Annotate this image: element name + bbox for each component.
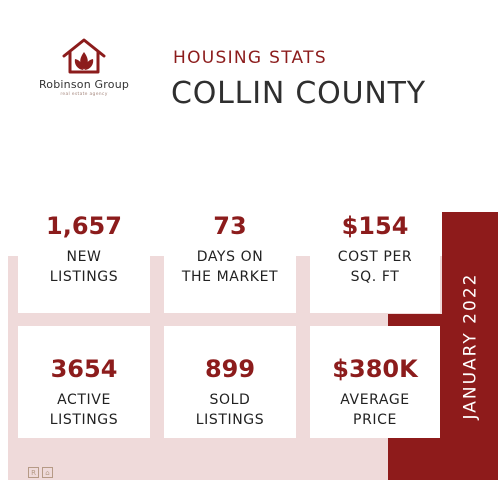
stat-card-average-price: $380K AVERAGE PRICE xyxy=(310,326,440,438)
stat-label-line1: ACTIVE xyxy=(57,392,111,408)
stat-label: NEW LISTINGS xyxy=(18,248,150,287)
stat-value: 3654 xyxy=(50,355,118,383)
stat-label-line2: SQ. FT xyxy=(350,268,400,285)
stat-label: DAYS ON THE MARKET xyxy=(164,248,296,287)
stat-card-new-listings: 1,657 NEW LISTINGS xyxy=(18,208,150,313)
footer-badges: R ⌂ xyxy=(28,467,53,478)
stat-label-line2: LISTINGS xyxy=(49,411,119,428)
page-subtitle: HOUSING STATS xyxy=(173,48,327,68)
stat-label-line1: COST PER xyxy=(337,249,413,265)
stat-value: 899 xyxy=(204,355,256,383)
period-label: JANUARY 2022 xyxy=(442,212,498,480)
stat-label-line2: THE MARKET xyxy=(181,268,279,285)
stat-label-line1: AVERAGE xyxy=(340,392,410,408)
period-text: JANUARY 2022 xyxy=(460,272,481,420)
stat-card-days-on-market: 73 DAYS ON THE MARKET xyxy=(164,208,296,313)
stat-label-line2: LISTINGS xyxy=(49,268,119,285)
realtor-icon: R xyxy=(28,467,39,478)
stat-value: 73 xyxy=(213,212,247,240)
stat-value: 1,657 xyxy=(46,212,122,240)
equal-housing-icon: ⌂ xyxy=(42,467,53,478)
stat-card-cost-per-sqft: $154 COST PER SQ. FT xyxy=(310,208,440,313)
stat-label-line1: SOLD xyxy=(209,392,251,408)
stat-label: ACTIVE LISTINGS xyxy=(18,391,150,430)
stat-card-sold-listings: 899 SOLD LISTINGS xyxy=(164,326,296,438)
stat-label: AVERAGE PRICE xyxy=(310,391,440,430)
stat-label-line2: PRICE xyxy=(353,411,397,428)
stat-card-active-listings: 3654 ACTIVE LISTINGS xyxy=(18,326,150,438)
brand-tagline: real estate agency xyxy=(60,92,108,97)
brand-logo: Robinson Group real estate agency xyxy=(28,36,140,116)
stat-label: COST PER SQ. FT xyxy=(310,248,440,287)
house-leaf-icon xyxy=(62,38,106,74)
stat-label-line1: NEW xyxy=(66,249,102,265)
stat-value: $380K xyxy=(332,355,418,383)
page-title: COLLIN COUNTY xyxy=(171,76,426,111)
stat-label-line2: LISTINGS xyxy=(195,411,265,428)
stat-label: SOLD LISTINGS xyxy=(164,391,296,430)
accent-strip xyxy=(442,212,498,480)
stat-label-line1: DAYS ON xyxy=(196,249,264,265)
brand-name: Robinson Group xyxy=(38,78,130,91)
stat-value: $154 xyxy=(341,212,409,240)
